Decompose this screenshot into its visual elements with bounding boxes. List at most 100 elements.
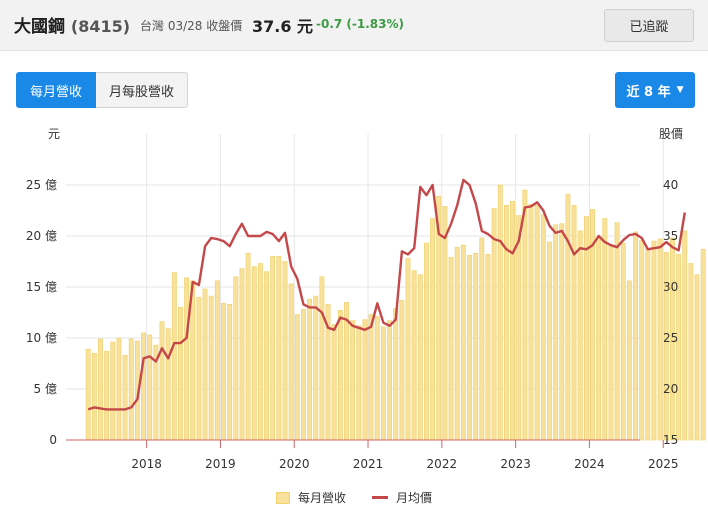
revenue-bar: [430, 218, 436, 441]
revenue-bar: [651, 240, 657, 441]
revenue-bar: [633, 231, 639, 441]
revenue-bar: [362, 319, 368, 441]
revenue-bar: [178, 307, 183, 441]
revenue-bar: [356, 325, 362, 441]
revenue-bar: [442, 206, 448, 441]
legend-item-revenue[interactable]: 每月營收: [275, 489, 346, 506]
revenue-bar: [344, 301, 349, 441]
revenue-bar: [663, 251, 669, 441]
revenue-bar: [251, 266, 257, 441]
right-tick-label: 15: [663, 433, 678, 447]
revenue-bar: [233, 276, 239, 441]
x-tick-label: 2019: [205, 457, 236, 471]
price-change: -0.7 (-1.83%): [316, 17, 404, 31]
revenue-bar: [688, 263, 694, 441]
revenue-bar: [288, 283, 294, 441]
right-tick-label: 20: [663, 382, 678, 396]
revenue-bar: [331, 324, 337, 441]
revenue-bar: [116, 337, 122, 441]
legend-swatch-line: [372, 496, 388, 499]
legend-label-price: 月均價: [396, 491, 433, 505]
legend-item-price[interactable]: 月均價: [372, 489, 432, 506]
left-axis-title: 元: [48, 127, 60, 141]
revenue-bar: [565, 193, 571, 441]
revenue-bar: [460, 244, 466, 441]
revenue-bar: [694, 274, 700, 441]
revenue-bar: [313, 295, 319, 441]
revenue-bar: [202, 288, 208, 441]
revenue-bar: [264, 271, 270, 441]
tab-monthly-revenue-per-share[interactable]: 月每股營收: [96, 72, 189, 108]
tab-monthly-revenue[interactable]: 每月營收: [16, 72, 97, 108]
revenue-bar: [368, 314, 374, 441]
revenue-bar: [676, 254, 682, 441]
revenue-bar: [700, 248, 706, 441]
legend-swatch-bar: [275, 491, 290, 504]
revenue-bar: [122, 354, 128, 441]
revenue-bar: [350, 320, 356, 441]
revenue-bar: [184, 277, 190, 441]
stock-name-text: 大國鋼: [14, 17, 65, 37]
revenue-bar: [577, 230, 583, 441]
revenue-bar: [473, 252, 479, 441]
revenue-bar: [196, 296, 202, 441]
range-dropdown[interactable]: 近 8 年 ▼: [615, 72, 695, 108]
revenue-bar: [424, 242, 429, 441]
revenue-bar: [448, 257, 454, 441]
revenue-bar: [319, 276, 325, 441]
revenue-bar: [374, 316, 380, 441]
chart-legend: 每月營收 月均價: [0, 489, 708, 506]
revenue-bar: [214, 280, 220, 441]
revenue-bar: [503, 205, 509, 441]
revenue-bar: [91, 352, 97, 441]
revenue-bar: [208, 295, 214, 441]
revenue-bar: [147, 334, 153, 441]
revenue-bar: [380, 326, 386, 441]
closing-price: 37.6 元: [252, 17, 314, 36]
revenue-bar: [559, 223, 565, 441]
track-button[interactable]: 已追蹤: [604, 9, 694, 42]
revenue-bar: [301, 309, 306, 441]
x-tick-label: 2025: [648, 457, 679, 471]
right-axis-title: 股價: [659, 127, 683, 141]
price-line: [87, 178, 686, 411]
range-label: 近 8 年: [626, 84, 671, 100]
revenue-bar: [227, 303, 233, 441]
x-tick-label: 2021: [353, 457, 384, 471]
revenue-bar: [608, 244, 614, 441]
revenue-bar: [626, 280, 632, 441]
revenue-bar: [399, 299, 405, 441]
revenue-bar: [411, 270, 417, 441]
revenue-bar: [602, 218, 608, 441]
x-tick-label: 2024: [574, 457, 605, 471]
legend-label-revenue: 每月營收: [297, 491, 346, 505]
left-tick-label: 25 億: [26, 178, 57, 192]
revenue-bar: [522, 189, 528, 441]
revenue-bar: [669, 237, 675, 441]
revenue-bar: [645, 247, 651, 441]
revenue-bar: [485, 254, 491, 441]
revenue-bar: [571, 205, 577, 441]
revenue-bar: [171, 272, 177, 441]
revenue-bar: [307, 298, 313, 441]
left-tick-label: 15 億: [26, 280, 57, 294]
tab-group: 每月營收 月每股營收: [16, 72, 189, 108]
revenue-bar: [657, 238, 663, 441]
left-tick-label: 20 億: [26, 229, 57, 243]
revenue-bar: [282, 261, 288, 441]
revenue-bar: [245, 252, 251, 441]
revenue-bar: [387, 320, 393, 441]
market-date: 台灣 03/28 收盤價: [140, 19, 243, 33]
stock-name: 大國鋼 (8415): [14, 12, 130, 37]
stock-code: (8415): [70, 17, 131, 36]
revenue-bar: [540, 214, 546, 441]
revenue-bar: [294, 314, 300, 441]
x-tick-label: 2022: [427, 457, 458, 471]
revenue-bar: [85, 348, 91, 441]
right-tick-label: 35: [663, 229, 678, 243]
revenue-bar: [479, 237, 485, 441]
x-tick-label: 2018: [131, 457, 162, 471]
revenue-bar: [257, 263, 263, 441]
revenue-bar: [491, 208, 497, 441]
